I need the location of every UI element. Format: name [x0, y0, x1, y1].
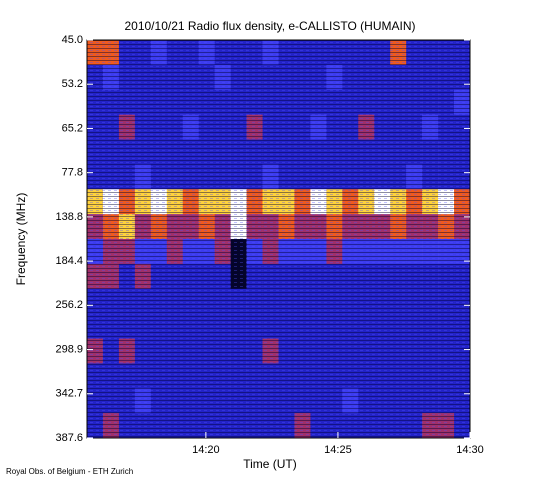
y-tick-label: 387.6 [55, 432, 83, 444]
texture [87, 40, 470, 438]
x-tick-label: 14:30 [456, 444, 484, 456]
y-tick-label: 65.2 [62, 122, 83, 134]
footer: Royal Obs. of Belgium - ETH Zurich [6, 467, 133, 476]
y-tick-label: 77.8 [62, 167, 83, 179]
y-tick-label: 138.8 [55, 211, 83, 223]
y-tick-label: 45.0 [62, 34, 83, 46]
axes: 45.0 53.2 65.2 77.8 138.8 184.4 256.2 298.9 342.… [55, 34, 483, 456]
x-axis-label: Time (UT) [243, 457, 297, 471]
y-tick-label: 184.4 [55, 255, 83, 267]
y-tick-label: 53.2 [62, 78, 83, 90]
chart-title: 2010/10/21 Radio flux density, e-CALLIST… [124, 19, 415, 33]
y-axis-label: Frequency (MHz) [14, 193, 28, 286]
x-tick-label: 14:25 [324, 444, 352, 456]
y-tick-label: 256.2 [55, 299, 83, 311]
plot-frame [86, 39, 471, 439]
x-tick-label: 14:20 [192, 444, 220, 456]
y-tick-label: 342.7 [55, 388, 83, 400]
y-tick-label: 298.9 [55, 343, 83, 355]
